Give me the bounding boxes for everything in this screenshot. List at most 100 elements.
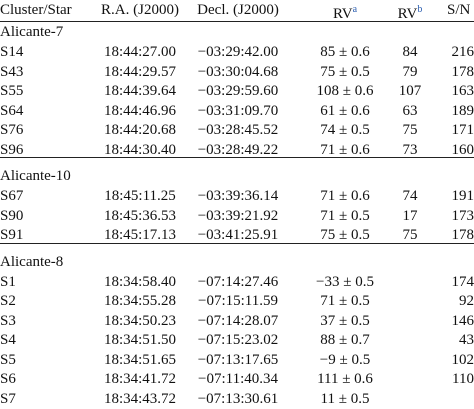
table-cell: −03:31:09.70 xyxy=(197,102,279,119)
table-cell: −07:14:28.07 xyxy=(197,312,279,329)
table-cell: 110 xyxy=(452,371,474,387)
table-cell: 11 ± 0.5 xyxy=(320,390,370,407)
table-cell: S96 xyxy=(0,141,24,158)
table-cell: 102 xyxy=(451,351,474,368)
table-cell: −03:30:04.68 xyxy=(197,63,279,80)
table-cell: 61 ± 0.6 xyxy=(320,102,370,119)
table-cell: 71 ± 0.6 xyxy=(320,141,370,158)
table-cell: S1 xyxy=(0,273,16,290)
table-cell: 71 ± 0.6 xyxy=(320,188,370,204)
table-cell: 71 ± 0.5 xyxy=(320,293,370,309)
table-cell: 216 xyxy=(451,44,474,60)
column-header: S/N xyxy=(447,1,470,19)
table-cell: 18:34:58.40 xyxy=(103,273,177,290)
table-cell: 160 xyxy=(451,141,474,158)
table-cell: 18:45:36.53 xyxy=(103,207,177,224)
table-cell: S67 xyxy=(0,188,24,204)
table-cell: 191 xyxy=(451,188,474,204)
table-cell: −03:39:21.92 xyxy=(197,207,279,224)
table-cell: 178 xyxy=(451,227,474,243)
header-text: S/N xyxy=(447,2,471,18)
table-cell: −03:39:36.14 xyxy=(197,188,279,204)
column-header: Decl. (J2000) xyxy=(197,1,279,19)
header-text: RV xyxy=(397,6,418,22)
table-cell: 18:34:41.72 xyxy=(103,371,177,387)
table-cell: −03:29:42.00 xyxy=(197,44,279,60)
table-cell: 146 xyxy=(451,312,474,329)
table-cell: 18:34:50.23 xyxy=(103,312,177,329)
group-name: Alicante-8 xyxy=(0,253,64,270)
table-cell: S64 xyxy=(0,102,24,119)
table-cell: 84 xyxy=(402,44,418,60)
header-text: Cluster/Star xyxy=(0,2,72,18)
table-cell: S43 xyxy=(0,63,24,80)
footnote-mark: b xyxy=(417,4,423,15)
column-header: RVa xyxy=(333,1,357,23)
header-text: RV xyxy=(332,6,353,22)
table-cell: S3 xyxy=(0,312,16,329)
table-cell: 189 xyxy=(451,102,474,119)
group-name: Alicante-7 xyxy=(0,24,64,40)
table-cell: 74 ± 0.5 xyxy=(320,122,370,138)
table-cell: 63 xyxy=(402,102,418,119)
table-cell: 79 xyxy=(402,63,418,80)
header-text: Decl. (J2000) xyxy=(197,2,279,18)
table-cell: 43 xyxy=(459,332,474,348)
table-cell: 18:34:51.65 xyxy=(103,351,177,368)
rule xyxy=(0,242,474,244)
table-cell: 71 ± 0.5 xyxy=(320,207,370,224)
rule xyxy=(0,157,474,158)
table-cell: 18:44:30.40 xyxy=(103,141,177,158)
table-cell: −07:13:17.65 xyxy=(197,351,279,368)
table-cell: −03:28:49.22 xyxy=(197,141,279,158)
table-cell: 18:44:39.64 xyxy=(103,83,177,99)
table-cell: −03:41:25.91 xyxy=(197,227,279,243)
table-cell: S91 xyxy=(0,227,24,243)
rule xyxy=(0,21,474,22)
table-cell: S5 xyxy=(0,351,16,368)
table-cell: 18:45:17.13 xyxy=(103,227,177,243)
table-cell: 18:45:11.25 xyxy=(104,188,176,204)
table-cell: 171 xyxy=(451,122,474,138)
table-cell: 75 xyxy=(402,122,418,138)
table-cell: 174 xyxy=(451,273,474,290)
table-cell: −9 ± 0.5 xyxy=(319,351,371,368)
group-name: Alicante-10 xyxy=(0,168,71,184)
table-cell: 173 xyxy=(451,207,474,224)
table-cell: 111 ± 0.6 xyxy=(317,371,373,387)
table-cell: 74 xyxy=(402,188,418,204)
column-header: RVb xyxy=(398,1,423,23)
table-cell: −03:29:59.60 xyxy=(197,83,279,99)
table-cell: S4 xyxy=(0,332,16,348)
table-cell: S6 xyxy=(0,371,16,387)
table-cell: 17 xyxy=(402,207,418,224)
table-cell: 18:34:55.28 xyxy=(103,293,177,309)
table-cell: 75 ± 0.5 xyxy=(320,63,370,80)
table-cell: −07:15:11.59 xyxy=(198,293,278,309)
footnote-mark: a xyxy=(352,4,358,15)
table-cell: 75 xyxy=(402,227,418,243)
table-cell: −07:14:27.46 xyxy=(197,273,279,290)
table-cell: 37 ± 0.5 xyxy=(320,312,370,329)
table-cell: −33 ± 0.5 xyxy=(316,273,374,290)
table-cell: S55 xyxy=(0,83,24,99)
table-cell: 18:34:43.72 xyxy=(103,390,177,407)
table-cell: 85 ± 0.6 xyxy=(320,44,370,60)
table-cell: −07:15:23.02 xyxy=(197,332,279,348)
table-cell: 88 ± 0.7 xyxy=(320,332,370,348)
table-cell: S14 xyxy=(0,44,24,60)
table-cell: 108 ± 0.6 xyxy=(316,83,374,99)
column-header: Cluster/Star xyxy=(0,1,72,19)
table-cell: S2 xyxy=(0,293,16,309)
table-cell: S90 xyxy=(0,207,24,224)
table-cell: 18:44:20.68 xyxy=(103,122,177,138)
table-cell: 18:34:51.50 xyxy=(103,332,177,348)
table-cell: 107 xyxy=(398,83,422,99)
table-cell: 18:44:29.57 xyxy=(103,63,177,80)
table-cell: S76 xyxy=(0,122,24,138)
header-text: R.A. (J2000) xyxy=(101,2,179,18)
column-header: R.A. (J2000) xyxy=(101,1,179,19)
table-cell: −03:28:45.52 xyxy=(197,122,279,138)
table-cell: 75 ± 0.5 xyxy=(320,227,370,243)
